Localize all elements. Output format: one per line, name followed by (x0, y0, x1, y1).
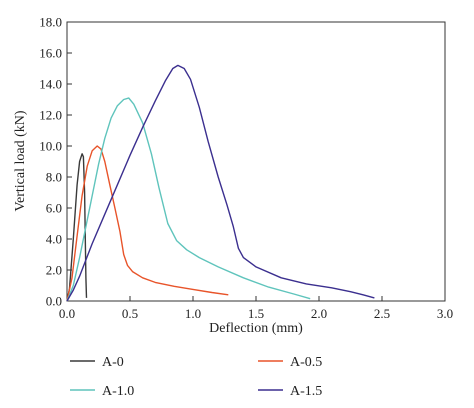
x-tick-label: 2.0 (311, 306, 327, 321)
plot-frame (66, 21, 446, 302)
series-lines (66, 64, 375, 302)
legend-label: A-1.0 (102, 384, 134, 399)
y-tick-label: 10.0 (39, 139, 62, 154)
x-tick-label: 3.0 (437, 306, 453, 321)
y-tick-label: 18.0 (39, 15, 62, 30)
x-tick-label: 2.5 (374, 306, 390, 321)
y-axis-ticks: 0.0 2.0 4.0 6.0 8.0 10.0 12.0 14.0 16.0 18.0 (39, 15, 72, 309)
legend: A-0 A-0.5 A-1.0 A-1.5 (70, 355, 322, 399)
x-tick-label: 1.0 (185, 306, 201, 321)
y-tick-label: 2.0 (46, 263, 62, 278)
legend-label: A-1.5 (290, 384, 322, 399)
series-line-A-0.5 (66, 145, 229, 302)
series-line-A-0 (66, 153, 88, 302)
x-axis-title: Deflection (mm) (209, 321, 303, 336)
legend-label: A-0 (102, 355, 124, 370)
x-axis-ticks: 0.0 0.5 1.0 1.5 2.0 2.5 3.0 (59, 296, 453, 321)
y-tick-label: 0.0 (46, 294, 62, 309)
x-tick-label: 0.5 (122, 306, 138, 321)
series-line-A-1.0 (66, 97, 311, 302)
y-tick-label: 6.0 (46, 201, 62, 216)
y-tick-label: 12.0 (39, 108, 62, 123)
y-tick-label: 4.0 (46, 232, 62, 247)
series-line-A-1.5 (66, 64, 375, 302)
y-tick-label: 14.0 (39, 77, 62, 92)
legend-label: A-0.5 (290, 355, 322, 370)
y-axis-title: Vertical load (kN) (13, 110, 28, 211)
y-tick-label: 8.0 (46, 170, 62, 185)
x-tick-label: 0.0 (59, 306, 75, 321)
y-tick-label: 16.0 (39, 46, 62, 61)
x-tick-label: 1.5 (248, 306, 264, 321)
